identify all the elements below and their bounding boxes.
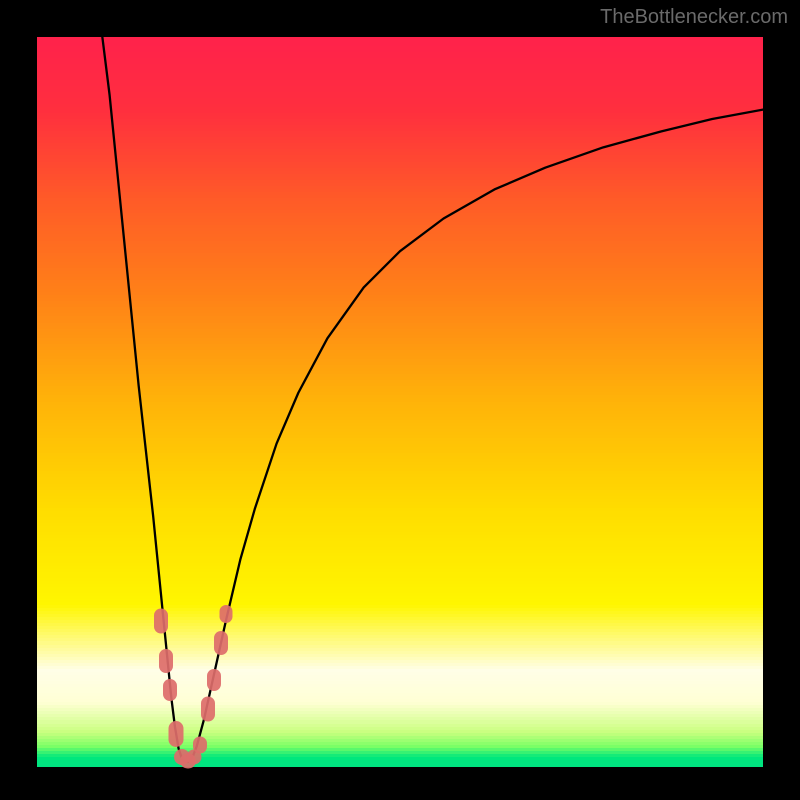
plot-area — [37, 37, 763, 763]
data-marker — [163, 679, 177, 701]
data-marker — [193, 736, 207, 753]
data-marker — [154, 609, 168, 634]
data-marker — [220, 605, 233, 623]
data-marker — [214, 631, 228, 655]
data-marker — [159, 649, 173, 673]
data-marker — [207, 669, 221, 691]
bottleneck-curves — [37, 37, 763, 763]
data-marker — [169, 721, 184, 747]
data-marker — [201, 696, 215, 721]
chart-frame: TheBottlenecker.com — [0, 0, 800, 800]
attribution-label: TheBottlenecker.com — [600, 6, 788, 29]
